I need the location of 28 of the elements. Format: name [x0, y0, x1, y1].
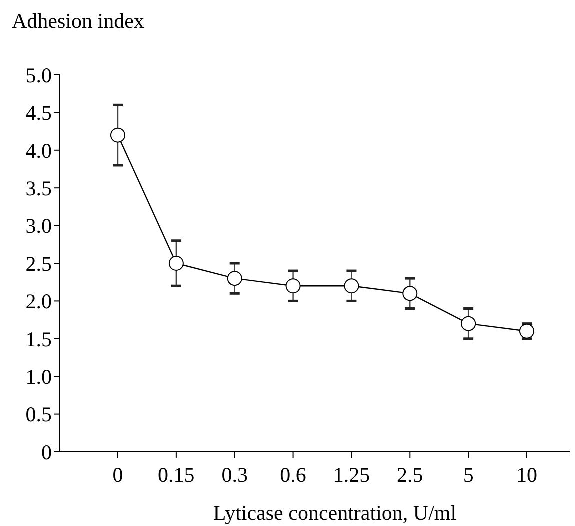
y-tick-label: 0	[42, 440, 52, 464]
x-tick-label: 10	[516, 463, 538, 487]
x-tick-label: 0.15	[158, 463, 195, 487]
y-axis-title: Adhesion index	[12, 9, 145, 33]
y-tick-label: 2.5	[26, 252, 52, 276]
y-tick-label: 4.5	[26, 101, 52, 126]
point	[168, 256, 184, 271]
y-tick-label: 1.5	[26, 327, 52, 352]
x-tick-label: 0.3	[222, 463, 248, 487]
x-tick-label: 0	[112, 463, 124, 487]
y-tick-label: 1.0	[26, 364, 52, 389]
x-tick-label: 5	[463, 463, 474, 487]
point	[402, 286, 418, 302]
y-tick-label: 5.0	[26, 63, 52, 88]
point	[461, 316, 476, 332]
y-tick-label: 3.5	[26, 176, 52, 200]
x-tick-label: 0.6	[280, 463, 306, 487]
point	[286, 278, 301, 294]
y-tick-label: 3.0	[26, 214, 52, 238]
x-tick-label: 2.5	[397, 463, 424, 487]
y-tick-label: 0.5	[26, 402, 52, 427]
y-tick-label: 4.0	[26, 138, 52, 163]
x-tick-label: 1.25	[333, 463, 370, 487]
y-tick-label: 2.0	[26, 290, 52, 314]
x-axis-title: Lyticase concentration, U/ml	[213, 501, 457, 525]
point	[110, 128, 126, 143]
point	[227, 271, 242, 286]
point	[344, 278, 360, 294]
